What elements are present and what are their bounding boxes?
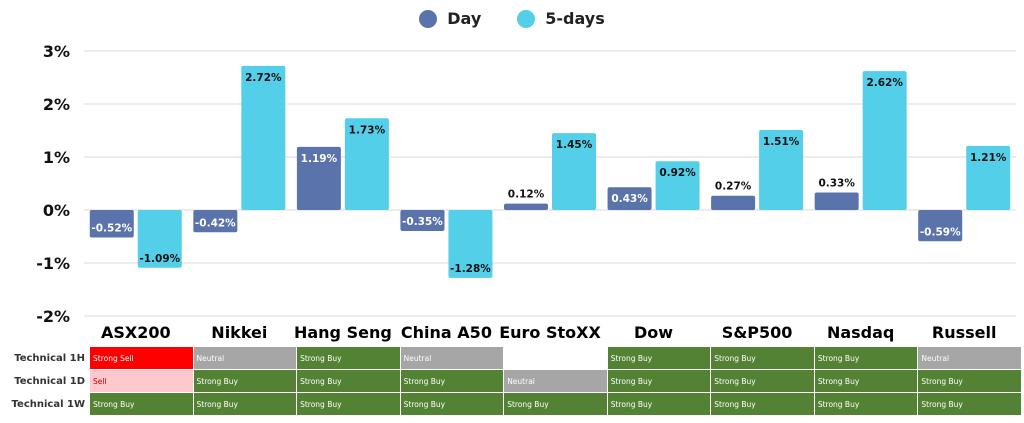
technical-row: Technical 1D Sell Strong Buy Strong Buy Stro… xyxy=(2,369,1022,393)
bar-5days xyxy=(862,71,907,210)
data-label: 0.27% xyxy=(715,181,752,193)
data-label: 1.45% xyxy=(556,139,593,151)
legend-swatch-5days xyxy=(517,9,536,28)
legend-swatch-day xyxy=(419,9,438,28)
bar-day xyxy=(711,195,756,210)
technical-cell: Strong Buy xyxy=(606,346,712,370)
y-tick-label: 2% xyxy=(43,95,70,114)
bar-5days xyxy=(966,145,1011,210)
technical-cell: Neutral xyxy=(399,346,505,370)
category-label: Nasdaq xyxy=(827,323,894,342)
data-label: -0.59% xyxy=(920,226,961,238)
bar-5days xyxy=(759,129,804,210)
data-label: 2.62% xyxy=(866,77,903,89)
data-label: 1.51% xyxy=(763,136,800,148)
technical-cell: Strong Buy xyxy=(606,392,712,416)
bar-day-label-bg xyxy=(400,210,445,231)
technical-cell: Strong Buy xyxy=(606,369,712,393)
technical-row-label: Technical 1W xyxy=(2,392,90,416)
bar-5days xyxy=(655,161,700,210)
bar-5days xyxy=(137,210,182,268)
technical-cell: Strong Buy xyxy=(296,346,401,370)
legend-label-5days: 5-days xyxy=(545,9,605,28)
y-tick-label: -2% xyxy=(36,307,70,326)
category-label: Dow xyxy=(634,323,673,342)
data-label: 0.12% xyxy=(508,189,545,201)
category-label: Euro StoXX xyxy=(499,323,601,342)
category-label: ASX200 xyxy=(101,323,171,342)
y-tick-label: -1% xyxy=(36,254,70,273)
technical-cell: Strong Buy xyxy=(917,369,1022,393)
technical-cell: Strong Buy xyxy=(813,346,919,370)
data-label: -1.09% xyxy=(139,253,180,265)
bar-day xyxy=(918,210,963,242)
bar-day xyxy=(504,203,548,210)
data-label: 1.19% xyxy=(301,153,338,165)
category-label: Russell xyxy=(932,323,997,342)
bar-day xyxy=(296,146,341,210)
data-label: -0.52% xyxy=(91,223,132,235)
technical-cell xyxy=(503,346,608,370)
bar-5days xyxy=(448,210,493,278)
technical-cell: Strong Buy xyxy=(710,369,815,393)
technical-cell: Strong Buy xyxy=(710,346,815,370)
category-label: China A50 xyxy=(401,323,492,342)
bar-5days xyxy=(344,118,389,210)
data-label: 0.33% xyxy=(818,178,855,190)
data-label: 1.21% xyxy=(970,152,1007,164)
technical-cell: Strong Sell xyxy=(89,346,194,370)
data-label: 0.92% xyxy=(659,167,696,179)
y-tick-label: 0% xyxy=(43,201,70,220)
technical-cell: Strong Buy xyxy=(503,392,608,416)
technical-cell: Neutral xyxy=(503,369,608,393)
legend-item-5days: 5-days xyxy=(517,9,605,28)
technical-cell: Strong Buy xyxy=(296,369,401,393)
technical-cell: Strong Buy xyxy=(192,392,298,416)
data-label: 2.72% xyxy=(245,72,282,84)
bar-chart: 3% 2% 1% 0% -1% -2% -0.52% -1.09% ASX200 -0.42% 2.… xyxy=(36,42,1016,342)
technical-cell: Sell xyxy=(89,369,194,393)
bar-day xyxy=(193,210,238,233)
technical-cell: Strong Buy xyxy=(296,392,401,416)
technical-cell: Strong Buy xyxy=(813,392,919,416)
data-label: -1.28% xyxy=(450,263,491,275)
technical-cell: Strong Buy xyxy=(192,369,298,393)
bar-day xyxy=(814,192,859,210)
y-tick-label: 3% xyxy=(43,42,70,61)
technical-row-label: Technical 1H xyxy=(2,346,90,370)
technical-cell: Strong Buy xyxy=(917,392,1022,416)
y-tick-label: 1% xyxy=(43,148,70,167)
bar-day xyxy=(607,187,652,210)
data-label: -0.35% xyxy=(402,216,443,228)
data-label: 0.43% xyxy=(611,193,648,205)
technical-cell: Strong Buy xyxy=(710,392,815,416)
technical-row-label: Technical 1D xyxy=(2,369,90,393)
technical-cell: Neutral xyxy=(192,346,298,370)
bar-day xyxy=(89,210,134,238)
technical-table: Technical 1H Strong Sell Neutral Strong Buy… xyxy=(2,346,1022,416)
technical-row: Technical 1H Strong Sell Neutral Strong Buy… xyxy=(2,346,1022,370)
bar-5days xyxy=(552,133,596,210)
technical-cell: Neutral xyxy=(917,346,1022,370)
category-label: Nikkei xyxy=(211,323,267,342)
bar-5days xyxy=(241,65,286,210)
data-label: -0.42% xyxy=(195,217,236,229)
legend: Day 5-days xyxy=(0,9,1024,28)
category-label: S&P500 xyxy=(722,323,793,342)
data-label: 1.73% xyxy=(349,124,386,136)
technical-cell: Strong Buy xyxy=(399,369,505,393)
technical-cell: Strong Buy xyxy=(89,392,194,416)
category-label: Hang Seng xyxy=(294,323,392,342)
technical-cell: Strong Buy xyxy=(813,369,919,393)
technical-cell: Strong Buy xyxy=(399,392,505,416)
technical-row: Technical 1W Strong Buy Strong Buy Strong B… xyxy=(2,392,1022,416)
legend-label-day: Day xyxy=(447,9,482,28)
legend-item-day: Day xyxy=(419,9,481,28)
